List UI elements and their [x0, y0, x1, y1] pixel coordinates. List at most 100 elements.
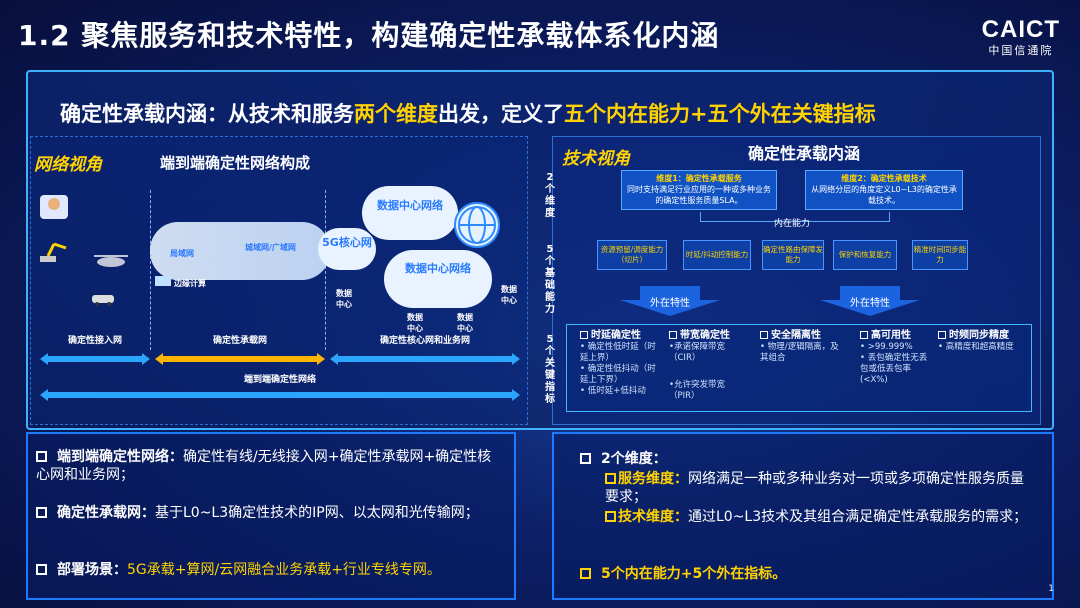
subtitle-part2: 出发，定义了 — [438, 102, 564, 126]
kpi-latency: 时延确定性 • 确定性低时延（时延上界） • 确定性低抖动（时延上下界） • 低… — [580, 330, 662, 397]
side-label-caps: 5个基础能力 — [545, 244, 555, 315]
logo-name: CAICT — [981, 16, 1060, 43]
br-item-2: 技术维度：通过L0~L3技术及其组合满足确定性承载服务的需求； — [605, 508, 1035, 526]
capability-4: 保护和恢复能力 — [833, 240, 897, 270]
dc2-label: 数据中心网络 — [405, 262, 471, 275]
tech-view-heading: 确定性承载内涵 — [748, 144, 861, 163]
bl-item-1-key: 端到端确定性网络： — [57, 449, 183, 465]
kpi-availability-line-1: • >99.999% — [860, 342, 913, 352]
logo-sub: 中国信通院 — [988, 44, 1054, 57]
br-item-1-text: 网络满足一种或多种业务对一项或多项确定性服务质量要求； — [605, 471, 1024, 505]
kpi-sync: 时频同步精度 • 高精度和超高精度 — [938, 330, 1028, 353]
edge-label: 边缘计算 — [174, 279, 206, 288]
dc-b-label: 数据中心 — [407, 313, 423, 333]
dimension-2-box: 维度2：确定性承载技术 从网络分层的角度定义L0~L3的确定性承载技术。 — [805, 170, 963, 210]
kpi-sync-line-1: • 高精度和超高精度 — [938, 342, 1014, 352]
capability-1: 资源预留/调度能力（切片） — [597, 240, 667, 270]
side-label-kpis: 5个关键指标 — [545, 334, 555, 405]
kpi-isolation-line-1: • 物理/逻辑隔离，及其组合 — [760, 342, 839, 363]
kpi-isolation-title: 安全隔离性 — [771, 330, 821, 341]
kpi-availability: 高可用性 • >99.999% • 丢包确定性无丢包或低丢包率(<X%) — [860, 330, 934, 386]
outer-arrow-right — [820, 286, 920, 316]
subtitle: 确定性承载内涵：从技术和服务两个维度出发，定义了五个内在能力+五个外在关键指标 — [60, 98, 876, 128]
metro-label: 局域网 — [170, 249, 194, 258]
access-arrow — [40, 350, 150, 365]
e2e-arrow — [40, 386, 520, 401]
bl-item-3: 部署场景：5G承载+算网/云网融合业务承载+行业专线专网。 — [36, 561, 504, 579]
dc-d-label: 数据中心 — [501, 285, 517, 305]
kpi-latency-line-1: • 确定性低时延（时延上界） — [580, 342, 656, 363]
tech-view-label: 技术视角 — [562, 149, 630, 169]
drone-icon — [90, 250, 132, 270]
subtitle-part1: 确定性承载内涵：从技术和服务 — [60, 102, 354, 126]
checkbox-icon — [760, 331, 768, 339]
divider-1 — [150, 190, 151, 350]
dim1-title: 维度1：确定性承载服务 — [656, 174, 742, 183]
dc-c-label: 数据中心 — [457, 313, 473, 333]
outer-arrow-left — [620, 286, 720, 316]
outer-label-right: 外在特性 — [850, 298, 890, 309]
dimension-1-box: 维度1：确定性承载服务 同时支持满足行业应用的一种或多种业务的确定性服务质量SL… — [621, 170, 777, 210]
bl-item-2-key: 确定性承载网： — [57, 505, 155, 521]
bl-item-2: 确定性承载网：基于L0~L3确定性技术的IP网、以太网和光传输网； — [36, 504, 504, 522]
bl-item-3-text: 5G承载+算网/云网融合业务承载+行业专线专网。 — [127, 562, 441, 578]
checkbox-icon — [605, 511, 616, 522]
wan-label: 城域网/广域网 — [245, 243, 296, 252]
caict-logo: CAICT 中国信通院 — [982, 16, 1060, 58]
segment-e2e-label: 端到端确定性网络 — [243, 375, 316, 385]
bl-item-2-text: 基于L0~L3确定性技术的IP网、以太网和光传输网； — [155, 505, 479, 521]
page-number: 1 — [1048, 584, 1054, 594]
inner-capability-label: 内在能力 — [773, 219, 810, 229]
br-item-2-key: 技术维度： — [618, 509, 688, 525]
bearer-arrow — [155, 350, 325, 365]
bottom-left-panel — [26, 432, 516, 600]
person-icon — [40, 195, 68, 219]
divider-2 — [325, 190, 326, 350]
subtitle-hl2: 五个内在能力+五个外在关键指标 — [564, 102, 876, 126]
dc-a-label: 数据中心 — [336, 289, 352, 309]
dc1-label: 数据中心网络 — [377, 199, 443, 212]
checkbox-icon — [36, 507, 47, 518]
checkbox-icon — [580, 331, 588, 339]
bottom-right-panel — [552, 432, 1054, 600]
kpi-box — [566, 324, 1032, 412]
edge-server-icon — [155, 276, 171, 286]
kpi-availability-title: 高可用性 — [871, 330, 911, 341]
globe-icon — [454, 202, 500, 248]
kpi-latency-line-3: • 低时延+低抖动 — [580, 386, 646, 396]
kpi-availability-line-2: • 丢包确定性无丢包或低丢包率(<X%) — [860, 353, 928, 385]
checkbox-icon — [860, 331, 868, 339]
bl-item-1-text: 确定性有线/无线接入网+确定性承载网+确定性核心网和业务网； — [36, 449, 492, 483]
checkbox-icon — [580, 453, 591, 464]
segment-bearer-label: 确定性承载网 — [212, 336, 267, 346]
br-item-1-key: 服务维度： — [618, 471, 688, 487]
capability-2: 时延/抖动控制能力 — [683, 240, 751, 270]
dc-cloud-2: 数据中心网络 — [384, 250, 492, 308]
kpi-bandwidth-line-1: •承诺保障带宽（CIR） — [669, 342, 726, 363]
car-icon — [90, 290, 116, 306]
segment-access-label: 确定性接入网 — [67, 336, 122, 346]
dim1-body: 同时支持满足行业应用的一种或多种业务的确定性服务质量SLA。 — [627, 185, 771, 205]
network-view-label: 网络视角 — [34, 155, 102, 175]
br-head-text: 2个维度： — [601, 451, 667, 467]
dim2-body: 从网络分层的角度定义L0~L3的确定性承载技术。 — [811, 185, 957, 205]
kpi-latency-title: 时延确定性 — [591, 330, 641, 341]
dc-cloud-1: 数据中心网络 — [362, 186, 458, 240]
side-label-dims: 2个维度 — [545, 172, 555, 219]
core-label: 5G核心网 — [322, 236, 372, 249]
bl-item-1: 端到端确定性网络：确定性有线/无线接入网+确定性承载网+确定性核心网和业务网； — [36, 448, 504, 484]
robot-arm-icon — [38, 236, 70, 264]
br-item-1: 服务维度：网络满足一种或多种业务对一项或多项确定性服务质量要求； — [605, 470, 1035, 506]
kpi-bandwidth: 带宽确定性 •承诺保障带宽（CIR） •允许突发带宽（PIR） — [669, 330, 749, 402]
br-last: 5个内在能力+5个外在指标。 — [580, 565, 1040, 583]
kpi-isolation: 安全隔离性 • 物理/逻辑隔离，及其组合 — [760, 330, 844, 364]
kpi-sync-title: 时频同步精度 — [949, 330, 1009, 341]
network-view-heading: 端到端确定性网络构成 — [160, 154, 311, 172]
page-title: 1.2 聚焦服务和技术特性，构建确定性承载体系化内涵 — [18, 19, 720, 52]
checkbox-icon — [669, 331, 677, 339]
subtitle-hl1: 两个维度 — [354, 102, 438, 126]
bl-item-3-key: 部署场景： — [57, 562, 127, 578]
checkbox-icon — [605, 473, 616, 484]
checkbox-icon — [938, 331, 946, 339]
kpi-bandwidth-title: 带宽确定性 — [680, 330, 730, 341]
